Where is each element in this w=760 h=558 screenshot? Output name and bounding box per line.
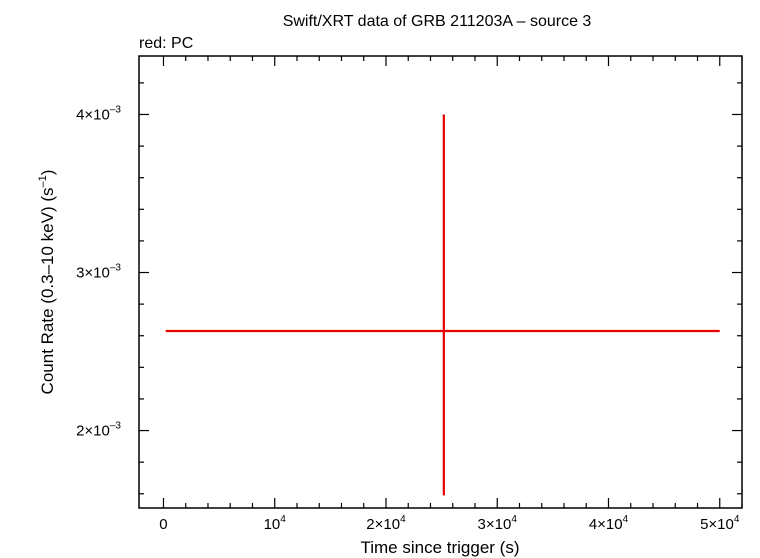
- y-axis-label-exponent: –1: [37, 175, 49, 187]
- y-axis-label-close: ): [38, 170, 57, 176]
- y-axis-tick-labels: 2×10–3 3×10–3 4×10–3: [76, 104, 121, 439]
- x-tick-label: 2×104: [366, 514, 406, 533]
- data-point: [165, 114, 720, 496]
- x-tick-label: 3×104: [478, 514, 518, 533]
- y-tick-label: 4×10–3: [76, 104, 121, 123]
- x-axis-tick-labels: 0 104 2×104 3×104 4×104 5×104: [159, 514, 740, 533]
- x-tick-label: 104: [264, 514, 287, 533]
- x-tick-label: 0: [159, 516, 167, 533]
- x-axis-label: Time since trigger (s): [360, 538, 519, 557]
- y-axis-label: Count Rate (0.3–10 keV) (s–1): [37, 170, 57, 395]
- chart-subtitle: red: PC: [139, 35, 193, 52]
- x-tick-label: 4×104: [589, 514, 629, 533]
- y-tick-label: 2×10–3: [76, 421, 121, 440]
- y-tick-label: 3×10–3: [76, 263, 121, 282]
- x-axis-ticks: [162, 56, 743, 508]
- y-axis-label-main: Count Rate (0.3–10 keV) (s: [38, 187, 57, 394]
- plot-frame: [138, 55, 743, 509]
- y-axis-ticks: [139, 82, 742, 495]
- data-points: [165, 114, 720, 496]
- x-tick-label: 5×104: [700, 514, 740, 533]
- chart-title: Swift/XRT data of GRB 211203A – source 3: [283, 13, 592, 30]
